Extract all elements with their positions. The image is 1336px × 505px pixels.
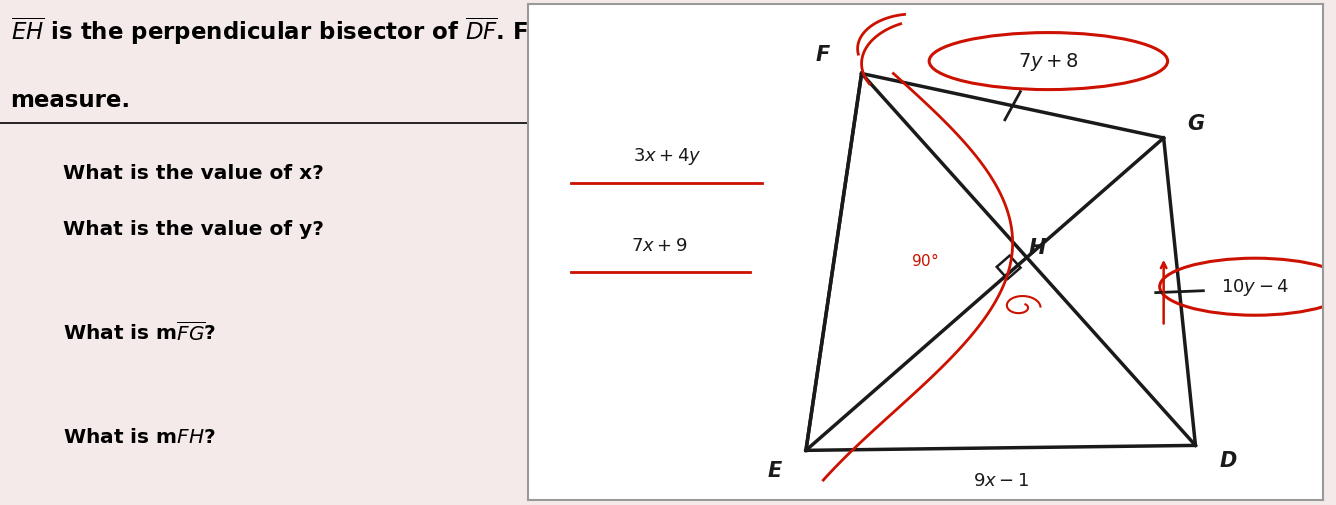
Text: $3x+4y$: $3x+4y$ [632,145,701,167]
Text: What is the value of x?: What is the value of x? [63,164,325,183]
Text: $90°$: $90°$ [911,251,939,268]
Text: E: E [768,461,782,480]
Text: What is m$\overline{FG}$?: What is m$\overline{FG}$? [63,321,216,344]
Text: G: G [1188,114,1205,134]
Text: D: D [1220,450,1237,471]
Text: H: H [1029,237,1046,258]
Text: $\overline{EH}$ is the perpendicular bisector of $\overline{DF}$. Find the indic: $\overline{EH}$ is the perpendicular bis… [11,15,747,47]
Text: $10y-4$: $10y-4$ [1221,277,1289,297]
Text: What is m$FH$?: What is m$FH$? [63,427,216,446]
Text: measure.: measure. [11,88,131,111]
Text: What is the value of y?: What is the value of y? [63,220,325,239]
Text: $9x-1$: $9x-1$ [973,471,1029,489]
Text: $7y+8$: $7y+8$ [1018,51,1079,73]
Text: F: F [815,44,830,65]
Text: $7x+9$: $7x+9$ [631,236,687,254]
